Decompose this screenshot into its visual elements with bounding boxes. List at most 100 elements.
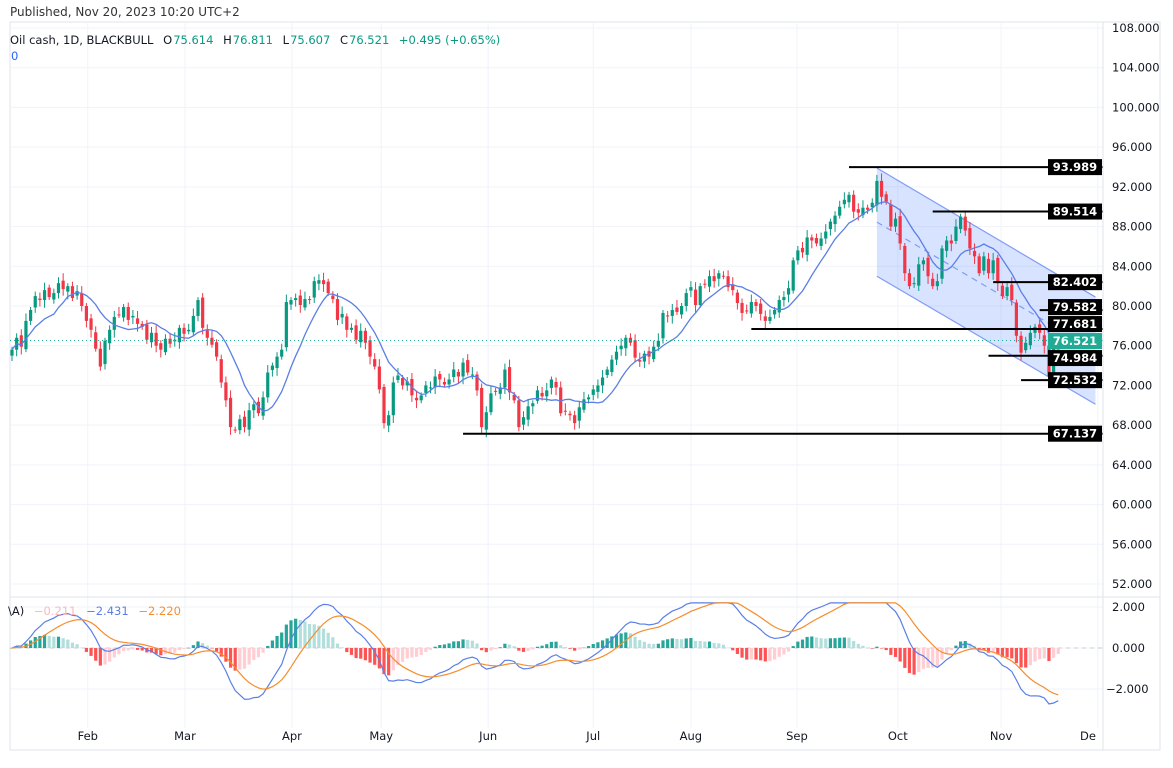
macd-histogram-bar	[907, 648, 912, 673]
macd-histogram-bar	[498, 647, 502, 648]
macd-histogram-bar	[210, 648, 214, 649]
candle-body	[84, 306, 88, 321]
candle-body	[535, 390, 540, 401]
macd-histogram-bar	[368, 648, 372, 663]
level-label-bg	[1048, 316, 1102, 333]
macd-histogram-bar	[280, 632, 284, 648]
candle-body	[177, 327, 181, 343]
candle	[442, 377, 447, 388]
candle	[521, 411, 526, 431]
candle-body	[847, 194, 851, 203]
price-axis[interactable]: 108.000 104.000 100.000 96.000 92.000 88.000 8…	[1106, 21, 1160, 696]
time-axis[interactable]: Feb Mar Apr May Jun Jul Aug Sep Oct Nov De	[78, 729, 1096, 743]
candle	[507, 359, 512, 401]
macd-histogram-bar	[112, 648, 116, 658]
candle	[247, 402, 251, 437]
candle-body	[824, 231, 828, 239]
candle-body	[768, 316, 772, 321]
macd-histogram-bar	[749, 648, 753, 660]
candle-body	[735, 292, 739, 304]
candle	[759, 299, 763, 321]
macd-histogram-bar	[703, 641, 707, 648]
candle	[1005, 281, 1009, 301]
macd-histogram-bar	[382, 648, 386, 675]
candle-body	[354, 325, 358, 340]
macd-histogram-bar	[559, 645, 563, 648]
candle-body	[921, 260, 925, 265]
macd-histogram-bar	[875, 646, 879, 648]
price-tick-label: 68.000	[1112, 418, 1152, 432]
macd-histogram-bar	[298, 620, 302, 648]
macd-histogram-bar	[196, 641, 200, 648]
candle	[163, 334, 168, 356]
candle-body	[875, 180, 879, 206]
candle-body	[721, 275, 726, 277]
macd-histogram-bar	[545, 644, 549, 648]
macd-histogram-bar	[773, 648, 777, 660]
macd-histogram-bar	[461, 639, 465, 648]
candle-body	[275, 356, 279, 369]
candle	[600, 370, 605, 394]
candle-body	[94, 332, 98, 349]
candle-body	[879, 180, 884, 197]
macd-histogram-bar	[331, 637, 335, 648]
candle-body	[717, 273, 721, 279]
candle-body	[182, 327, 186, 334]
macd-histogram-bar	[168, 648, 172, 654]
macd-histogram-bar	[517, 648, 521, 651]
candle	[782, 291, 786, 307]
macd-histogram-bar	[377, 648, 381, 669]
candle-body	[940, 248, 944, 279]
candle	[680, 303, 684, 319]
macd-histogram-bar	[56, 636, 61, 648]
candle	[745, 304, 749, 314]
macd-histogram-bar	[33, 637, 37, 648]
macd-histogram-bar	[1056, 648, 1060, 654]
macd-histogram-bar	[893, 648, 898, 657]
macd-histogram-bar	[619, 633, 623, 648]
candle-body	[917, 264, 921, 286]
macd-histogram-bar	[600, 640, 605, 648]
candle	[261, 391, 265, 420]
macd-histogram-bar	[628, 633, 633, 648]
candle	[452, 362, 456, 383]
time-tick-label: Jul	[585, 729, 600, 743]
level-labels: 93.989 89.514 82.402 79.582 77.681 76.521 74.9…	[1048, 159, 1102, 442]
candle-body	[140, 323, 144, 327]
candle-body	[945, 240, 949, 251]
candle-body	[777, 300, 781, 313]
macd-tick-label: −2.000	[1106, 682, 1149, 696]
ma-line	[11, 201, 1059, 412]
macd-histogram-bar	[1024, 648, 1028, 668]
candle-body	[991, 260, 995, 274]
ma-value: 0	[11, 49, 19, 63]
candle-body	[680, 306, 684, 315]
macd-histogram-bar	[70, 642, 75, 648]
candle	[614, 345, 619, 365]
time-tick-label: May	[369, 729, 393, 743]
candle	[917, 256, 921, 292]
moving-average	[11, 201, 1059, 412]
candle-body	[284, 302, 288, 348]
candle	[331, 291, 335, 304]
macd-histogram-bar	[800, 639, 805, 648]
candle-body	[884, 194, 888, 202]
macd-histogram-bar	[824, 638, 828, 648]
candle	[879, 173, 884, 205]
macd-histogram-bar	[507, 644, 512, 648]
level-label: 79.582	[1053, 300, 1097, 314]
candle	[84, 303, 88, 328]
candle	[382, 383, 386, 429]
candle-body	[545, 390, 549, 397]
macd-histogram-bar	[568, 648, 572, 649]
candle-body	[326, 281, 330, 294]
candle	[24, 313, 28, 353]
macd-histogram-bar	[782, 648, 786, 655]
candle	[275, 352, 279, 376]
candle-body	[215, 342, 219, 357]
candle-body	[349, 327, 354, 330]
macd-histogram-bar	[503, 643, 507, 648]
candle-body	[828, 221, 832, 230]
macd-histogram-bar	[945, 648, 949, 654]
